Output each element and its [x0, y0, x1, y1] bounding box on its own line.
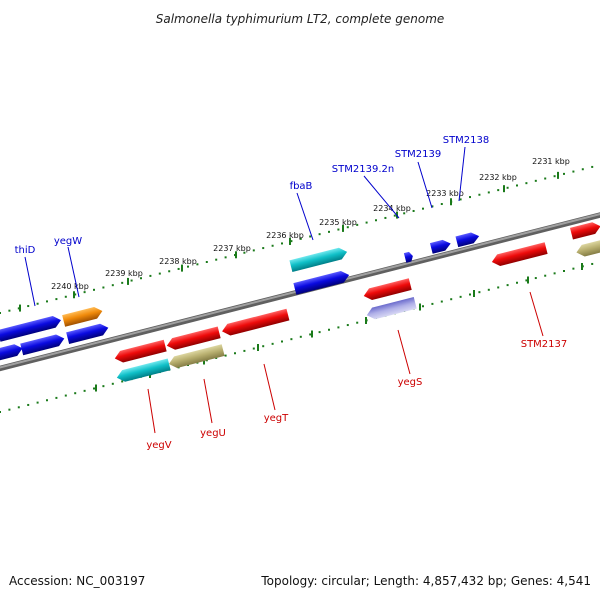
gene-thiD-arrow-shape: [0, 315, 62, 342]
gene-STM2139.2n-arrow-shape: [403, 251, 413, 263]
gene-STM2138-arrow-shape: [455, 232, 480, 248]
label-leader-line: [67, 246, 80, 298]
label-leader-line: [397, 329, 411, 375]
gene-red-edge-top-arrow-shape: [569, 222, 600, 240]
gene-label: STM2139: [395, 149, 442, 160]
gene-label: yegT: [264, 413, 289, 424]
gene-blue-arrow-shape: [293, 270, 350, 295]
gene-yegS-arrow: [366, 296, 417, 320]
gene-STM2139.2n-arrow: [403, 251, 413, 263]
gene-red-arrow-shape: [166, 326, 221, 350]
gene-fbaB-arrow-shape: [289, 247, 348, 273]
gene-STM2137-arrow: [491, 242, 548, 267]
gene-STM2138-arrow: [455, 232, 480, 248]
gene-label: STM2139.2n: [332, 164, 394, 175]
gene-label: yegU: [200, 428, 226, 439]
gene-khaki-edge-arrow-shape: [576, 239, 600, 257]
map-title: Salmonella typhimurium LT2, complete gen…: [156, 12, 445, 26]
gene-STM2139-arrow: [429, 239, 451, 254]
gene-label: yegV: [146, 440, 171, 451]
gene-STM2139-arrow-shape: [429, 239, 451, 254]
gene-yegS-arrow-shape: [366, 296, 417, 320]
gene-red-arrow: [166, 326, 221, 350]
label-leader-line: [263, 363, 276, 411]
tick-labels: 2240 kbp 2239 kbp 2238 kbp 2237 kbp 2236 kbp…: [51, 157, 570, 291]
tick-label: 2239 kbp: [105, 269, 143, 278]
gene-yegW-arrow-shape: [62, 306, 103, 327]
gene-label: yegW: [54, 236, 82, 247]
tick-label: 2237 kbp: [213, 244, 251, 253]
tick-label: 2236 kbp: [266, 231, 304, 240]
tick-label: 2233 kbp: [426, 189, 464, 198]
gene-yegU-arrow-shape: [168, 344, 225, 369]
gene-label: yegS: [398, 377, 423, 388]
gene-red-arrow: [363, 278, 412, 301]
label-leaders: [24, 146, 544, 434]
tick-label: 2234 kbp: [373, 204, 411, 213]
accession-text: Accession: NC_003197: [9, 574, 146, 588]
label-leader-line: [417, 161, 433, 209]
label-leader-line: [458, 146, 466, 202]
gene-thiD-arrow: [0, 315, 62, 342]
gene-yegV-arrow-shape: [116, 358, 171, 382]
gene-features: [0, 222, 600, 382]
tick-label: 2238 kbp: [159, 257, 197, 266]
gene-blue-edge-arrow-shape: [0, 344, 23, 362]
gene-red-edge-top-arrow: [569, 222, 600, 240]
gene-blue-arrow-shape: [66, 323, 109, 345]
tick-label: 2235 kbp: [319, 218, 357, 227]
label-leader-line: [203, 378, 213, 424]
gene-STM2137-arrow-shape: [491, 242, 548, 267]
gene-fbaB-arrow: [289, 247, 348, 273]
gene-red-arrow-shape: [114, 339, 167, 363]
gene-blue-arrow: [66, 323, 109, 345]
gene-label: thiD: [15, 245, 36, 256]
gene-red-arrow-shape: [222, 308, 290, 336]
gene-red-arrow: [114, 339, 167, 363]
label-leader-line: [147, 388, 156, 434]
gene-khaki-edge-arrow: [576, 239, 600, 257]
topology-text: Topology: circular; Length: 4,857,432 bp…: [261, 574, 591, 588]
gene-yegU-arrow: [168, 344, 225, 369]
tick-label: 2240 kbp: [51, 282, 89, 291]
gene-blue-edge-arrow: [0, 344, 23, 362]
gene-label: fbaB: [290, 181, 313, 192]
tick-label: 2231 kbp: [532, 157, 570, 166]
label-leader-line: [296, 192, 314, 241]
gene-blue-arrow: [293, 270, 350, 295]
label-leader-line: [363, 175, 400, 219]
gene-label: STM2137: [521, 339, 568, 350]
gene-yegV-arrow: [116, 358, 171, 382]
label-leader-line: [24, 256, 36, 307]
outer-tick-track: [0, 165, 594, 314]
label-leader-line: [529, 291, 544, 337]
gene-blue-arrow-shape: [20, 334, 65, 356]
gene-yegW-arrow: [62, 306, 103, 327]
gene-red-arrow: [222, 308, 290, 336]
gene-label: STM2138: [443, 135, 490, 146]
tick-label: 2232 kbp: [479, 173, 517, 182]
gene-red-arrow-shape: [363, 278, 412, 301]
gene-blue-arrow: [20, 334, 65, 356]
